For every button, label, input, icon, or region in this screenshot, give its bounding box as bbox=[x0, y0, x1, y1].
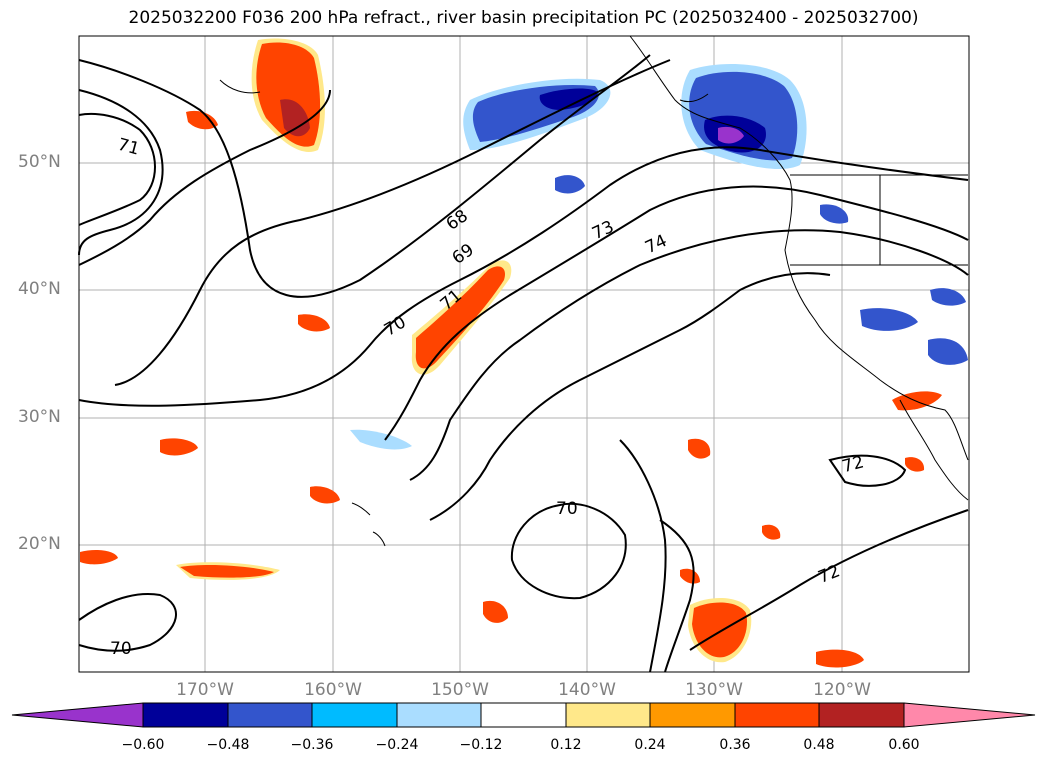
negative-precip-area bbox=[350, 429, 412, 450]
coastlines bbox=[219, 35, 969, 547]
lat-label: 30°N bbox=[18, 407, 61, 427]
contour-label: 69 bbox=[449, 240, 478, 269]
positive-precip-area bbox=[160, 438, 198, 456]
refractivity-contours bbox=[78, 54, 969, 673]
colorbar-swatch bbox=[565, 702, 651, 728]
contour-label: 72 bbox=[815, 561, 843, 588]
positive-precip-area bbox=[483, 600, 508, 623]
lon-label: 170°W bbox=[176, 680, 234, 700]
contour-label: 73 bbox=[589, 217, 617, 244]
colorbar-extend-low bbox=[11, 702, 144, 728]
positive-precip-area bbox=[415, 266, 506, 369]
colorbar-tick-label: 0.60 bbox=[888, 737, 920, 753]
lon-label: 130°W bbox=[685, 680, 743, 700]
lat-label: 50°N bbox=[18, 152, 61, 172]
positive-precip-area bbox=[180, 564, 274, 578]
contour-labels: 71 68 69 70 71 73 74 70 72 72 70 bbox=[110, 135, 866, 659]
lat-label: 20°N bbox=[18, 534, 61, 554]
colorbar-tick-label: 0.36 bbox=[719, 737, 751, 753]
positive-precip-area bbox=[80, 550, 118, 565]
positive-precip-area bbox=[298, 314, 330, 332]
colorbar-tick-label: 0.48 bbox=[803, 737, 835, 753]
contour-label: 70 bbox=[556, 499, 578, 519]
colorbar-tick-label: 0.24 bbox=[634, 737, 666, 753]
negative-precip-area bbox=[555, 175, 585, 194]
negative-precip-area bbox=[820, 204, 849, 224]
colorbar-swatch bbox=[311, 702, 398, 728]
colorbar-swatch bbox=[480, 702, 567, 728]
precipitation-shading bbox=[80, 38, 968, 668]
map-title: 2025032200 F036 200 hPa refract., river … bbox=[128, 8, 919, 28]
colorbar-tick-label: −0.12 bbox=[459, 737, 503, 753]
colorbar-swatch bbox=[142, 702, 229, 728]
colorbar-tick-label: −0.36 bbox=[290, 737, 334, 753]
negative-precip-area bbox=[718, 126, 744, 144]
positive-precip-area bbox=[680, 568, 700, 584]
negative-precip-area bbox=[860, 308, 918, 331]
colorbar-tick-label: −0.24 bbox=[375, 737, 419, 753]
positive-precip-area bbox=[762, 524, 781, 540]
negative-precip-area bbox=[930, 288, 966, 306]
positive-precip-area bbox=[816, 649, 864, 668]
colorbar bbox=[11, 702, 1036, 728]
positive-precip-area bbox=[186, 110, 218, 130]
lon-label: 160°W bbox=[304, 680, 362, 700]
colorbar-tick-label: −0.48 bbox=[206, 737, 250, 753]
positive-precip-area bbox=[688, 438, 711, 459]
lon-label: 120°W bbox=[813, 680, 871, 700]
contour-label: 70 bbox=[110, 639, 132, 659]
negative-precip-area bbox=[928, 338, 968, 365]
lat-label: 40°N bbox=[18, 279, 61, 299]
colorbar-swatch bbox=[396, 702, 482, 728]
contour-label: 68 bbox=[443, 206, 472, 235]
positive-precip-area bbox=[310, 486, 340, 504]
positive-precip-area bbox=[905, 457, 925, 472]
contour-label: 70 bbox=[381, 312, 410, 340]
colorbar-swatch bbox=[818, 702, 905, 728]
positive-precip-area bbox=[280, 99, 310, 137]
positive-precip-area bbox=[692, 602, 748, 658]
colorbar-tick-label: 0.12 bbox=[550, 737, 582, 753]
negative-precip-area bbox=[539, 88, 598, 110]
lon-label: 140°W bbox=[558, 680, 616, 700]
contour-label: 71 bbox=[115, 135, 141, 160]
colorbar-extend-high bbox=[903, 702, 1036, 728]
colorbar-swatch bbox=[734, 702, 820, 728]
lon-label: 150°W bbox=[431, 680, 489, 700]
colorbar-swatch bbox=[649, 702, 736, 728]
map-frame bbox=[78, 35, 970, 673]
colorbar-swatch bbox=[227, 702, 313, 728]
colorbar-tick-label: −0.60 bbox=[121, 737, 165, 753]
positive-precip-area bbox=[892, 391, 942, 411]
